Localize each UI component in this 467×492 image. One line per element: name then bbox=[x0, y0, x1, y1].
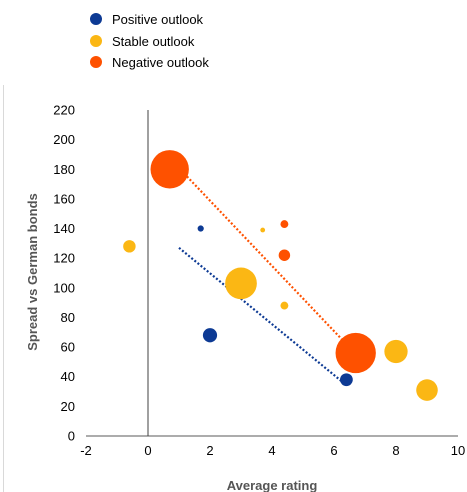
bubble bbox=[280, 301, 289, 310]
y-tick-label: 100 bbox=[53, 280, 75, 295]
y-tick-label: 120 bbox=[53, 251, 75, 266]
y-tick-label: 0 bbox=[68, 429, 75, 444]
bubbles bbox=[123, 150, 438, 401]
bubble bbox=[384, 339, 408, 364]
trendline bbox=[175, 164, 348, 345]
legend-label-positive: Positive outlook bbox=[112, 12, 204, 27]
bubble bbox=[225, 267, 257, 300]
bubble bbox=[123, 240, 136, 253]
y-tick-label: 40 bbox=[61, 369, 75, 384]
bubble bbox=[197, 225, 204, 232]
bubble bbox=[340, 373, 353, 387]
trendlines bbox=[175, 164, 348, 384]
x-tick-label: 4 bbox=[268, 443, 275, 458]
bubble bbox=[260, 227, 266, 233]
x-tick-label: 8 bbox=[392, 443, 399, 458]
y-tick-label: 80 bbox=[61, 310, 75, 325]
x-tick-label: -2 bbox=[80, 443, 92, 458]
bubble bbox=[416, 379, 438, 401]
bubble bbox=[202, 328, 218, 343]
y-tick-label: 160 bbox=[53, 191, 75, 206]
x-tick-label: 2 bbox=[206, 443, 213, 458]
left-border-line bbox=[3, 85, 4, 492]
y-axis-title: Spread vs German bonds bbox=[25, 193, 40, 351]
legend-marker-stable bbox=[90, 35, 102, 47]
trendline bbox=[178, 246, 344, 384]
legend-marker-positive bbox=[90, 13, 102, 25]
x-tick-label: 0 bbox=[144, 443, 151, 458]
bubble bbox=[280, 220, 289, 229]
legend-marker-negative bbox=[90, 56, 102, 68]
legend: Positive outlook Stable outlook Negative… bbox=[90, 12, 209, 70]
legend-label-stable: Stable outlook bbox=[112, 34, 195, 49]
bubble bbox=[335, 332, 376, 374]
y-tick-label: 180 bbox=[53, 162, 75, 177]
y-tick-label: 60 bbox=[61, 340, 75, 355]
bubble bbox=[150, 150, 189, 189]
x-axis-title: Average rating bbox=[227, 478, 318, 492]
y-tick-label: 140 bbox=[53, 221, 75, 236]
x-tick-label: 6 bbox=[330, 443, 337, 458]
bubble bbox=[278, 249, 291, 261]
x-tick-label: 10 bbox=[451, 443, 465, 458]
y-tick-label: 20 bbox=[61, 399, 75, 414]
y-tick-label: 200 bbox=[53, 132, 75, 147]
y-tick-label: 220 bbox=[53, 103, 75, 118]
legend-label-negative: Negative outlook bbox=[112, 55, 209, 70]
